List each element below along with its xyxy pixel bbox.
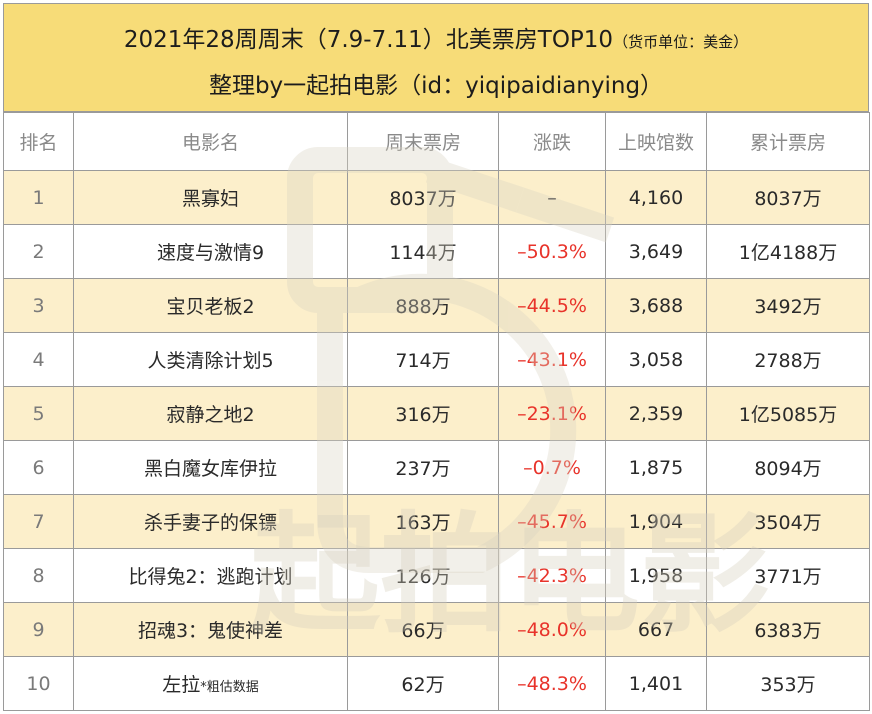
weekend-gross-cell: 126万 bbox=[347, 548, 499, 603]
weekend-gross-cell: 1144万 bbox=[347, 224, 499, 279]
total-gross-cell: 1亿5085万 bbox=[706, 386, 870, 441]
weekend-gross-cell: 62万 bbox=[347, 656, 499, 711]
title-main: 2021年28周周末（7.9-7.11）北美票房TOP10 bbox=[123, 27, 614, 53]
total-gross-cell: 8037万 bbox=[706, 170, 870, 225]
total-gross-cell: 8094万 bbox=[706, 440, 870, 495]
total-gross-cell: 1亿4188万 bbox=[706, 224, 870, 279]
change-cell: –48.3% bbox=[498, 656, 606, 711]
total-gross-cell: 3492万 bbox=[706, 278, 870, 333]
rank-cell: 6 bbox=[3, 440, 74, 495]
estimate-note: *粗估数据 bbox=[200, 680, 259, 695]
theaters-cell: 3,649 bbox=[605, 224, 707, 279]
weekend-gross-cell: 66万 bbox=[347, 602, 499, 657]
table-row: 9 招魂3：鬼使神差 66万 –48.0% 667 6383万 bbox=[3, 602, 870, 657]
total-gross-cell: 353万 bbox=[706, 656, 870, 711]
total-gross-cell: 6383万 bbox=[706, 602, 870, 657]
theaters-cell: 1,401 bbox=[605, 656, 707, 711]
theaters-cell: 1,875 bbox=[605, 440, 707, 495]
theaters-cell: 1,958 bbox=[605, 548, 707, 603]
table-row: 6 黑白魔女库伊拉 237万 –0.7% 1,875 8094万 bbox=[3, 440, 870, 495]
theaters-cell: 3,058 bbox=[605, 332, 707, 387]
theaters-cell: 2,359 bbox=[605, 386, 707, 441]
weekend-gross-cell: 714万 bbox=[347, 332, 499, 387]
column-header-theaters: 上映馆数 bbox=[605, 112, 707, 171]
rank-cell: 3 bbox=[3, 278, 74, 333]
page-title: 2021年28周周末（7.9-7.11）北美票房TOP10（货币单位：美金） bbox=[4, 20, 868, 54]
page-subtitle: 整理by一起拍电影（id：yiqipaidianying） bbox=[208, 73, 664, 99]
rank-cell: 9 bbox=[3, 602, 74, 657]
total-gross-cell: 3504万 bbox=[706, 494, 870, 549]
change-cell: –0.7% bbox=[498, 440, 606, 495]
change-cell: –50.3% bbox=[498, 224, 606, 279]
table-row: 5 寂静之地2 316万 –23.1% 2,359 1亿5085万 bbox=[3, 386, 870, 441]
title-cell: 黑寡妇 bbox=[73, 170, 348, 225]
rank-cell: 5 bbox=[3, 386, 74, 441]
weekend-gross-cell: 163万 bbox=[347, 494, 499, 549]
title-cell: 速度与激情9 bbox=[73, 224, 348, 279]
total-gross-cell: 3771万 bbox=[706, 548, 870, 603]
theaters-cell: 667 bbox=[605, 602, 707, 657]
title-cell: 招魂3：鬼使神差 bbox=[73, 602, 348, 657]
table-row: 8 比得兔2：逃跑计划 126万 –42.3% 1,958 3771万 bbox=[3, 548, 870, 603]
column-header-weekend-gross: 周末票房 bbox=[347, 112, 499, 171]
column-header-rank: 排名 bbox=[3, 112, 74, 171]
title-cell: 黑白魔女库伊拉 bbox=[73, 440, 348, 495]
box-office-table: 排名 电影名 周末票房 涨跌 上映馆数 累计票房 1 黑寡妇 8037万 – 4… bbox=[3, 112, 870, 711]
change-cell: – bbox=[498, 170, 606, 225]
title-cell: 杀手妻子的保镖 bbox=[73, 494, 348, 549]
title-cell: 左拉*粗估数据 bbox=[73, 656, 348, 711]
table-row: 2 速度与激情9 1144万 –50.3% 3,649 1亿4188万 bbox=[3, 224, 870, 279]
title-cell: 比得兔2：逃跑计划 bbox=[73, 548, 348, 603]
rank-cell: 1 bbox=[3, 170, 74, 225]
table-row: 4 人类清除计划5 714万 –43.1% 3,058 2788万 bbox=[3, 332, 870, 387]
change-cell: –44.5% bbox=[498, 278, 606, 333]
table-row: 7 杀手妻子的保镖 163万 –45.7% 1,904 3504万 bbox=[3, 494, 870, 549]
rank-cell: 2 bbox=[3, 224, 74, 279]
title-cell: 寂静之地2 bbox=[73, 386, 348, 441]
column-header-change: 涨跌 bbox=[498, 112, 606, 171]
weekend-gross-cell: 316万 bbox=[347, 386, 499, 441]
weekend-gross-cell: 237万 bbox=[347, 440, 499, 495]
title-currency-unit: （货币单位：美金） bbox=[613, 33, 749, 51]
table-row: 10 左拉*粗估数据 62万 –48.3% 1,401 353万 bbox=[3, 656, 870, 711]
weekend-gross-cell: 888万 bbox=[347, 278, 499, 333]
table-row: 1 黑寡妇 8037万 – 4,160 8037万 bbox=[3, 170, 870, 225]
change-cell: –43.1% bbox=[498, 332, 606, 387]
rank-cell: 8 bbox=[3, 548, 74, 603]
total-gross-cell: 2788万 bbox=[706, 332, 870, 387]
weekend-gross-cell: 8037万 bbox=[347, 170, 499, 225]
change-cell: –48.0% bbox=[498, 602, 606, 657]
rank-cell: 10 bbox=[3, 656, 74, 711]
title-banner: 2021年28周周末（7.9-7.11）北美票房TOP10（货币单位：美金） 整… bbox=[3, 3, 869, 112]
title-text: 左拉 bbox=[162, 674, 201, 696]
column-header-total-gross: 累计票房 bbox=[706, 112, 870, 171]
theaters-cell: 3,688 bbox=[605, 278, 707, 333]
change-cell: –45.7% bbox=[498, 494, 606, 549]
table-header-row: 排名 电影名 周末票房 涨跌 上映馆数 累计票房 bbox=[3, 112, 870, 171]
title-cell: 宝贝老板2 bbox=[73, 278, 348, 333]
theaters-cell: 1,904 bbox=[605, 494, 707, 549]
title-cell: 人类清除计划5 bbox=[73, 332, 348, 387]
theaters-cell: 4,160 bbox=[605, 170, 707, 225]
change-cell: –23.1% bbox=[498, 386, 606, 441]
rank-cell: 4 bbox=[3, 332, 74, 387]
change-cell: –42.3% bbox=[498, 548, 606, 603]
column-header-title: 电影名 bbox=[73, 112, 348, 171]
table-row: 3 宝贝老板2 888万 –44.5% 3,688 3492万 bbox=[3, 278, 870, 333]
rank-cell: 7 bbox=[3, 494, 74, 549]
